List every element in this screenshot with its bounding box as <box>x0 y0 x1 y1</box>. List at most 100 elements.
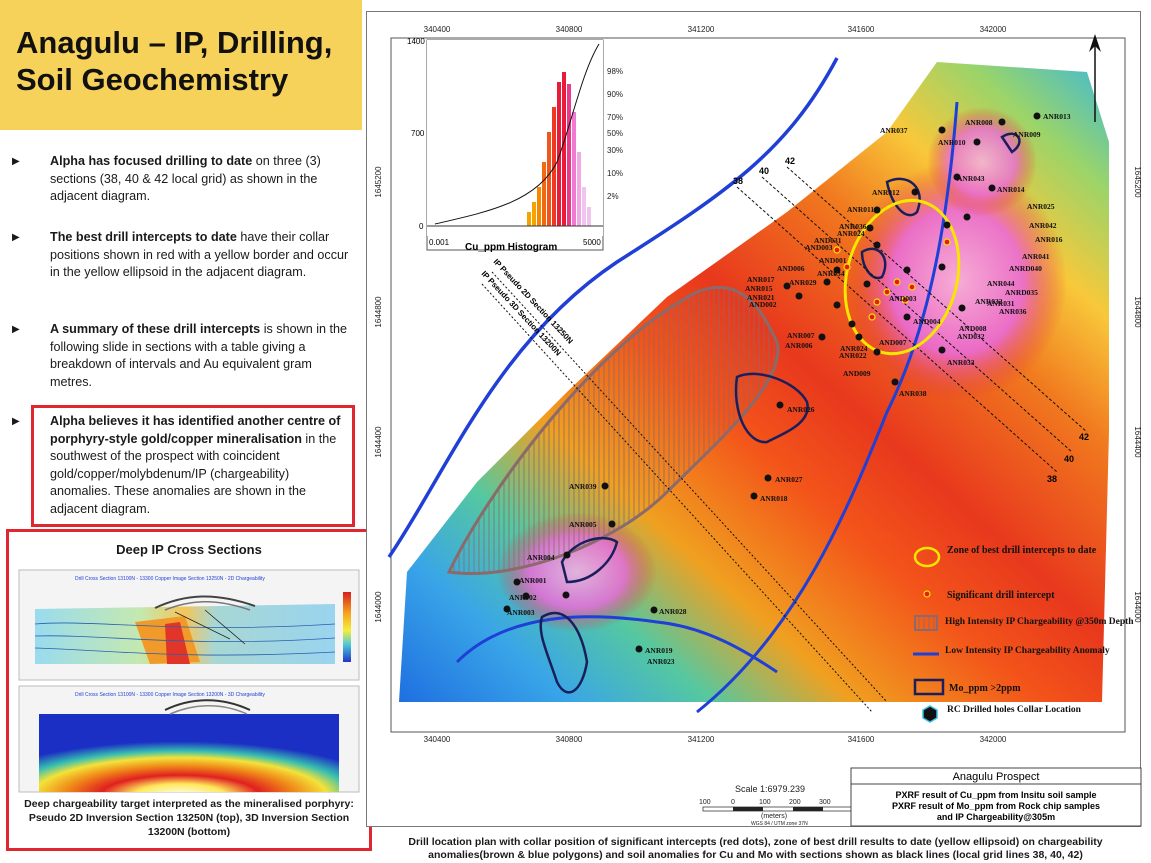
svg-text:ANR032: ANR032 <box>975 297 1003 306</box>
svg-text:ANR024: ANR024 <box>837 229 865 238</box>
svg-text:0: 0 <box>731 799 735 806</box>
drillhole-collars <box>503 112 1041 653</box>
svg-text:340400: 340400 <box>424 735 451 744</box>
ip-sections-figure: Drill Cross Section 13100N - 13300 Coppe… <box>18 569 360 793</box>
bullet-arrow-icon: ▶ <box>12 156 20 167</box>
svg-text:ANR034: ANR034 <box>817 269 845 278</box>
svg-text:ANR044: ANR044 <box>987 279 1015 288</box>
svg-text:ANR028: ANR028 <box>659 607 687 616</box>
svg-text:ANR001: ANR001 <box>519 576 547 585</box>
svg-text:1644000: 1644000 <box>374 591 383 623</box>
svg-text:341600: 341600 <box>848 735 875 744</box>
svg-text:ANR024: ANR024 <box>840 344 868 353</box>
svg-text:AND003: AND003 <box>805 243 833 252</box>
bullet-arrow-icon: ▶ <box>12 232 20 243</box>
svg-text:AND031: AND031 <box>814 236 842 245</box>
map-canvas: 38 40 42 38 40 42 IP Pseudo 2D Section 1… <box>374 25 1142 827</box>
svg-text:Scale 1:6979.239: Scale 1:6979.239 <box>735 784 805 794</box>
svg-text:ANR017: ANR017 <box>747 275 775 284</box>
histogram-title: Cu_ppm Histogram <box>465 242 557 253</box>
svg-text:50%: 50% <box>607 129 623 138</box>
svg-text:341200: 341200 <box>688 735 715 744</box>
svg-text:2%: 2% <box>607 192 619 201</box>
svg-text:ANR016: ANR016 <box>1035 235 1063 244</box>
svg-text:RC Drilled holes Collar Locati: RC Drilled holes Collar Location <box>947 705 1082 715</box>
best-zone-ellipse <box>843 198 961 356</box>
top-section-label: Drill Cross Section 13100N - 13300 Coppe… <box>75 576 265 582</box>
svg-text:(meters): (meters) <box>761 813 787 820</box>
svg-text:ANR031: ANR031 <box>987 299 1015 308</box>
svg-text:342000: 342000 <box>980 25 1007 34</box>
legend-collar-icon <box>922 705 938 723</box>
svg-text:10%: 10% <box>607 169 623 178</box>
svg-text:ANR033: ANR033 <box>947 358 975 367</box>
svg-text:30%: 30% <box>607 146 623 155</box>
svg-text:1644800: 1644800 <box>1133 296 1142 328</box>
map-caption: Drill location plan with collar position… <box>408 836 1103 861</box>
bullet-arrow-icon: ▶ <box>12 324 20 335</box>
map-legend: Zone of best drill intercepts to date Si… <box>913 545 1134 723</box>
svg-text:AND003: AND003 <box>889 294 917 303</box>
svg-text:Zone of best drill intercepts: Zone of best drill intercepts to date <box>947 545 1097 556</box>
svg-text:1644400: 1644400 <box>1133 426 1142 458</box>
svg-text:340400: 340400 <box>424 25 451 34</box>
svg-text:ANR012: ANR012 <box>872 188 900 197</box>
svg-text:AND004: AND004 <box>913 317 941 326</box>
x-axis-ticks: 340400 340800 341200 341600 342000 34040… <box>424 25 1007 744</box>
svg-text:ANR011: ANR011 <box>847 205 874 214</box>
legend-hatch-icon <box>914 615 938 631</box>
svg-text:1644000: 1644000 <box>1133 591 1142 623</box>
svg-text:WGS 84 / UTM zone 37N: WGS 84 / UTM zone 37N <box>751 821 808 827</box>
svg-text:ANRD035: ANRD035 <box>1005 288 1038 297</box>
svg-text:ANR025: ANR025 <box>1027 202 1055 211</box>
svg-text:0: 0 <box>419 222 424 231</box>
svg-text:300: 300 <box>819 799 831 806</box>
svg-text:1644400: 1644400 <box>374 426 383 458</box>
svg-text:ANR007: ANR007 <box>787 331 815 340</box>
svg-text:ANR021: ANR021 <box>747 293 775 302</box>
svg-text:AND009: AND009 <box>843 369 871 378</box>
slide-title: Anagulu – IP, Drilling, Soil Geochemistr… <box>16 25 333 97</box>
svg-text:ANR006: ANR006 <box>785 341 813 350</box>
drill-location-map: 38 40 42 38 40 42 IP Pseudo 2D Section 1… <box>366 11 1142 827</box>
svg-text:ANR023: ANR023 <box>647 657 675 666</box>
significant-intercepts <box>833 238 951 321</box>
svg-text:PXRF result of Mo_ppm from Roc: PXRF result of Mo_ppm from Rock chip sam… <box>892 801 1100 811</box>
legend-mo-icon <box>913 678 945 696</box>
svg-text:PXRF result of Cu_ppm from Ins: PXRF result of Cu_ppm from Insitu soil s… <box>895 790 1096 800</box>
svg-text:AND006: AND006 <box>777 264 805 273</box>
svg-text:5000: 5000 <box>583 238 601 247</box>
svg-text:ANRD040: ANRD040 <box>1009 264 1042 273</box>
svg-text:Anagulu Prospect: Anagulu Prospect <box>953 771 1040 783</box>
svg-text:700: 700 <box>411 129 425 138</box>
svg-text:100: 100 <box>699 799 711 806</box>
title-panel: Anagulu – IP, Drilling, Soil Geochemistr… <box>0 0 362 130</box>
svg-text:ANR014: ANR014 <box>997 185 1025 194</box>
ip-cross-sections-panel: Deep IP Cross Sections Drill Cross Secti… <box>6 529 372 851</box>
scale-bar: Scale 1:6979.239 100 0 100 200 300 (mete… <box>699 784 854 827</box>
cu-histogram: 1400 700 0 0.001 5000 Cu_ppm Histogram 9… <box>407 37 623 253</box>
svg-text:98%: 98% <box>607 67 623 76</box>
svg-text:ANR009: ANR009 <box>1013 130 1041 139</box>
svg-text:ANR015: ANR015 <box>745 284 773 293</box>
bottom-section-label: Drill Cross Section 13100N - 13300 Coppe… <box>75 692 265 698</box>
svg-text:ANR022: ANR022 <box>839 351 867 360</box>
section-line-40-label: 40 <box>759 166 769 176</box>
section-line-38-end-label: 38 <box>1047 474 1057 484</box>
svg-text:ANR013: ANR013 <box>1043 112 1071 121</box>
svg-text:Significant drill intercept: Significant drill intercept <box>947 590 1055 601</box>
svg-text:ANR029: ANR029 <box>789 278 817 287</box>
svg-text:and IP Chargeability@305m: and IP Chargeability@305m <box>937 812 1055 822</box>
svg-text:342000: 342000 <box>980 735 1007 744</box>
bullet-arrow-icon: ▶ <box>12 416 20 427</box>
svg-text:341600: 341600 <box>848 25 875 34</box>
svg-text:ANR003: ANR003 <box>507 608 535 617</box>
svg-text:70%: 70% <box>607 113 623 122</box>
legend-ellipse-icon <box>913 546 941 568</box>
svg-text:ANR038: ANR038 <box>899 389 927 398</box>
svg-text:0.001: 0.001 <box>429 238 450 247</box>
svg-text:1400: 1400 <box>407 37 425 46</box>
svg-text:ANR019: ANR019 <box>645 646 673 655</box>
svg-text:ANR008: ANR008 <box>965 118 993 127</box>
svg-text:ANR043: ANR043 <box>957 174 985 183</box>
